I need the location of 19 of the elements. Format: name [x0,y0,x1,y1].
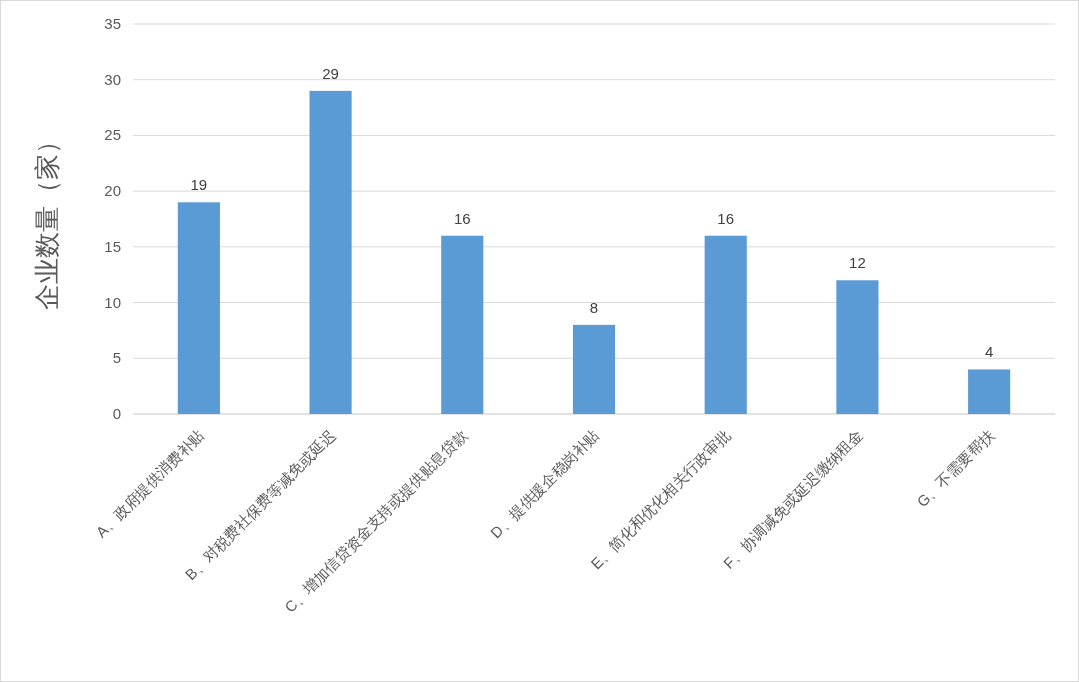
y-axis-title: 企业数量（家） [32,128,62,310]
data-label: 4 [984,343,994,361]
data-label: 16 [453,209,471,227]
data-label: 19 [190,176,208,194]
y-tick-label: 10 [104,293,121,311]
y-tick-label: 25 [104,126,121,144]
y-tick-label: 5 [112,349,121,367]
y-tick-label: 20 [104,182,121,200]
data-label: 16 [717,209,735,227]
y-tick-label: 15 [104,237,121,255]
y-tick-label: 35 [104,15,121,32]
y-tick-label: 30 [104,70,121,88]
x-tick-label: A、政府提供消费补贴 [92,426,207,541]
data-label: 29 [322,64,339,82]
data-label: 12 [849,254,866,272]
data-label: 8 [589,298,599,316]
x-tick-label: D、提供援企稳岗补贴 [486,426,603,542]
y-tick-label: 0 [112,405,121,422]
x-tick-label: G、不需要帮扶 [913,426,998,511]
